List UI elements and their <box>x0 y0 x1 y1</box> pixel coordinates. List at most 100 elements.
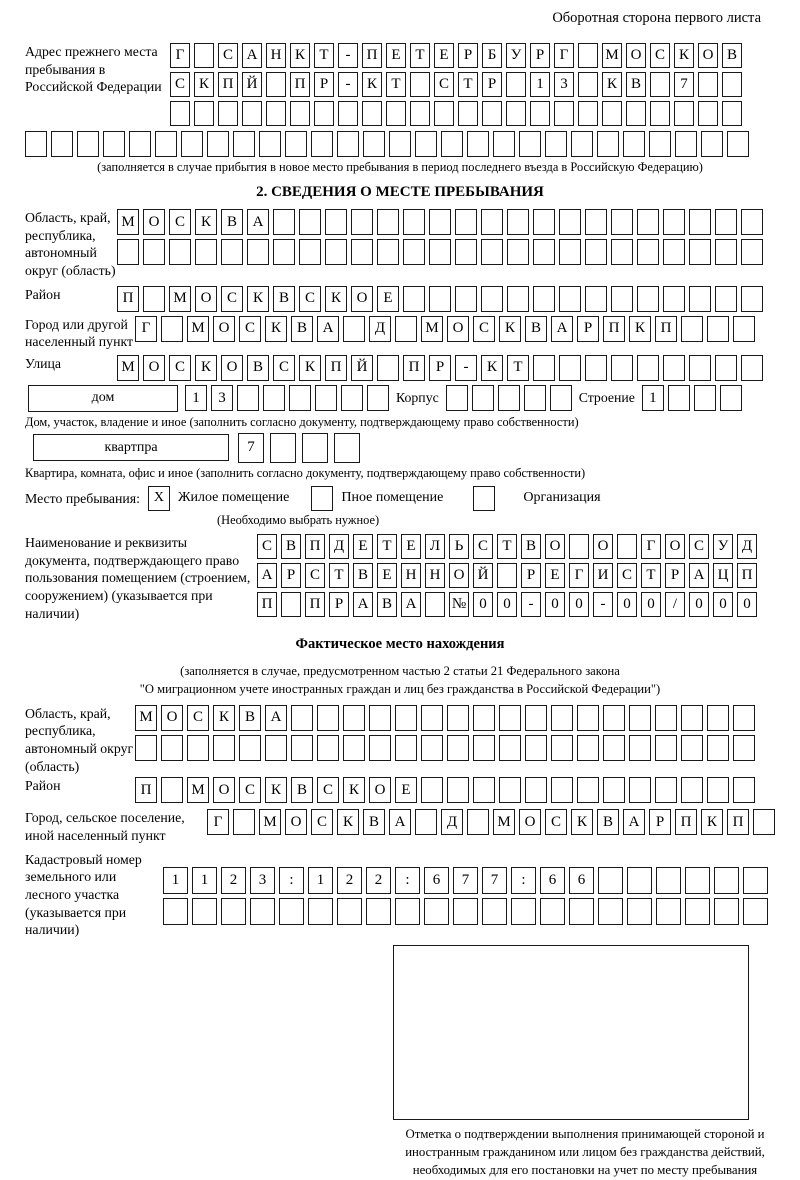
char-cell: Р <box>521 562 541 588</box>
char-cell <box>233 809 255 836</box>
cadastral-row-2 <box>163 897 772 925</box>
char-cell: Т <box>507 354 529 381</box>
char-cell: К <box>265 777 287 804</box>
char-cell: А <box>401 591 421 617</box>
char-cell <box>727 131 749 157</box>
char-cell <box>299 209 321 235</box>
char-cell: О <box>285 809 307 836</box>
char-cell: - <box>455 354 477 381</box>
char-cell: С <box>305 562 325 588</box>
char-cell <box>482 897 507 925</box>
char-cell <box>722 101 742 126</box>
region-label: Область, край, республика, автономный ок… <box>25 210 116 278</box>
char-cell: О <box>369 777 391 804</box>
char-cell: О <box>698 43 718 68</box>
char-cell <box>656 866 681 894</box>
char-cell: Г <box>554 43 574 68</box>
char-cell <box>707 704 729 731</box>
char-cell <box>507 239 529 265</box>
char-cell: В <box>221 209 243 235</box>
char-cell: С <box>317 777 339 804</box>
char-cell: 0 <box>545 591 565 617</box>
char-cell <box>343 704 365 731</box>
char-cell <box>519 131 541 157</box>
char-cell <box>551 704 573 731</box>
char-cell <box>685 866 710 894</box>
char-cell: 1 <box>641 385 664 412</box>
char-cell: У <box>506 43 526 68</box>
char-cell <box>351 209 373 235</box>
char-cell: С <box>239 777 261 804</box>
char-cell <box>218 101 238 126</box>
char-cell <box>325 209 347 235</box>
char-cell: Т <box>458 72 478 97</box>
char-cell <box>473 777 495 804</box>
char-cell <box>603 704 625 731</box>
char-cell <box>650 72 670 97</box>
char-cell <box>25 131 47 157</box>
char-cell <box>714 866 739 894</box>
char-cell <box>533 354 555 381</box>
char-cell: Р <box>530 43 550 68</box>
char-cell: Н <box>266 43 286 68</box>
char-cell <box>559 209 581 235</box>
char-cell: Й <box>351 354 373 381</box>
char-cell <box>447 777 469 804</box>
residential-label: Жилое помещение <box>177 490 290 506</box>
char-cell <box>434 101 454 126</box>
char-cell <box>386 101 406 126</box>
char-cell <box>629 734 651 761</box>
char-cell <box>377 354 399 381</box>
char-cell <box>403 239 425 265</box>
char-cell <box>569 533 589 559</box>
char-cell: Т <box>314 43 334 68</box>
char-cell <box>577 704 599 731</box>
char-cell: Т <box>377 533 397 559</box>
char-cell: Е <box>353 533 373 559</box>
char-cell: 0 <box>569 591 589 617</box>
char-cell: Д <box>737 533 757 559</box>
char-cell: Р <box>458 43 478 68</box>
char-cell: 2 <box>366 866 391 894</box>
char-cell <box>655 734 677 761</box>
char-cell <box>51 131 73 157</box>
char-cell <box>611 239 633 265</box>
char-cell <box>585 209 607 235</box>
char-cell <box>689 209 711 235</box>
char-cell: - <box>521 591 541 617</box>
char-cell: 6 <box>424 866 449 894</box>
char-cell <box>421 777 443 804</box>
char-cell <box>161 315 183 342</box>
char-cell <box>351 239 373 265</box>
char-cell: № <box>449 591 469 617</box>
char-cell <box>715 354 737 381</box>
char-cell <box>707 734 729 761</box>
apartment-note: Квартира, комната, офис и иное (заполнит… <box>25 465 586 480</box>
char-cell <box>689 239 711 265</box>
char-cell: В <box>363 809 385 836</box>
char-cell: Т <box>641 562 661 588</box>
char-cell <box>637 354 659 381</box>
char-cell <box>415 131 437 157</box>
char-cell: О <box>519 809 541 836</box>
char-cell <box>533 239 555 265</box>
char-cell <box>425 591 445 617</box>
char-cell: С <box>311 809 333 836</box>
char-cell <box>263 385 285 412</box>
char-cell <box>733 315 755 342</box>
char-cell <box>507 209 529 235</box>
char-cell <box>733 734 755 761</box>
char-cell: В <box>353 562 373 588</box>
char-cell <box>493 131 515 157</box>
char-cell: В <box>281 533 301 559</box>
char-cell: С <box>187 704 209 731</box>
char-cell: С <box>434 72 454 97</box>
char-cell: Г <box>641 533 661 559</box>
char-cell <box>719 385 742 412</box>
char-cell: Е <box>401 533 421 559</box>
other-premises-checkbox <box>311 485 334 511</box>
char-cell <box>663 209 685 235</box>
